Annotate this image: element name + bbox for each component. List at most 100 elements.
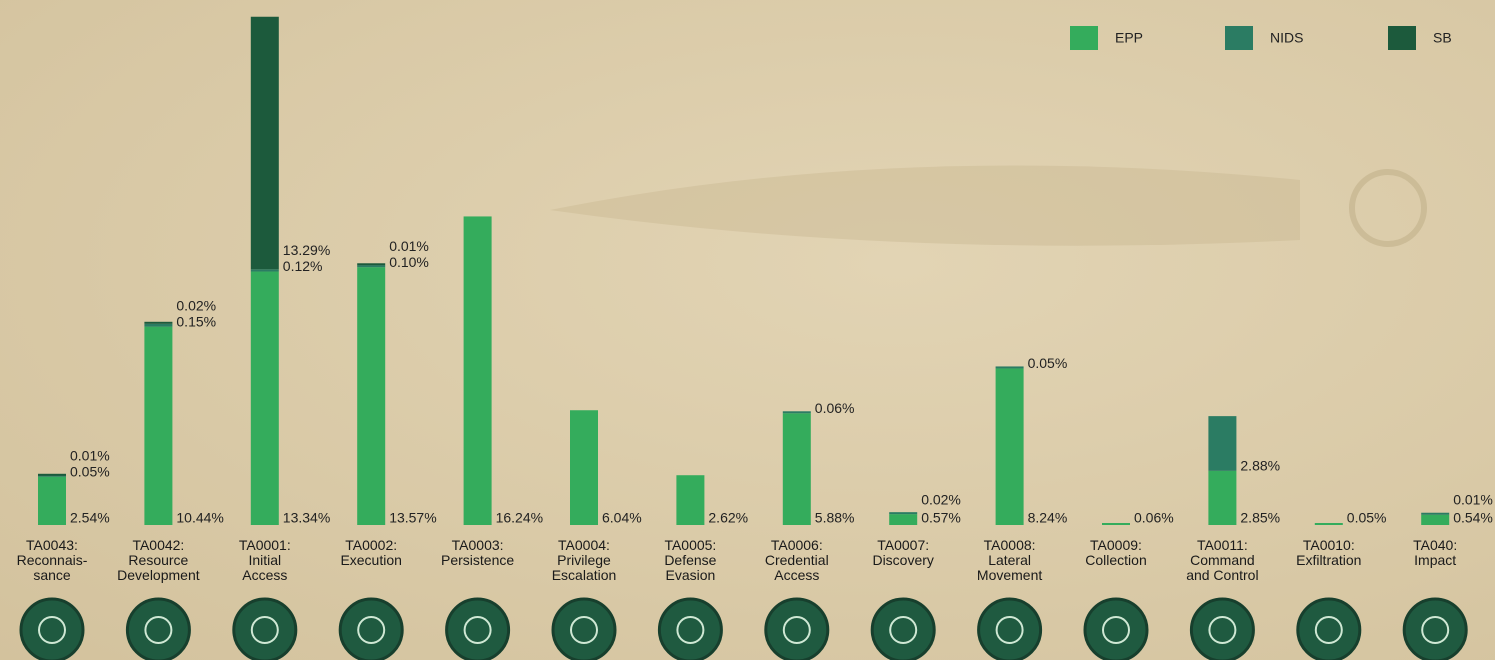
tactic-icon-inner	[1421, 616, 1450, 644]
bar-segment	[1208, 470, 1237, 525]
bar-segment	[1102, 523, 1130, 525]
tactic-icon	[1296, 597, 1362, 660]
value-label: 0.01%	[389, 238, 429, 254]
category-label: TA0001: Initial Access	[238, 537, 291, 583]
tactic-icon-inner	[995, 616, 1024, 644]
bar-segment	[782, 413, 811, 525]
tactic-icon	[551, 597, 617, 660]
value-label: 0.02%	[176, 297, 216, 313]
tactic-icon-inner	[250, 616, 279, 644]
tactic-icon	[764, 597, 830, 660]
category-label: TA0002: Execution	[340, 537, 402, 568]
legend-label: NIDS	[1270, 30, 1303, 46]
dagger-decoration	[550, 165, 1300, 246]
value-label: 8.24%	[1028, 510, 1068, 526]
bar-segment	[782, 411, 811, 414]
value-label: 2.88%	[1240, 458, 1280, 474]
bar-segment	[1314, 523, 1343, 525]
tactic-icon-inner	[889, 616, 918, 644]
value-label: 2.62%	[708, 510, 748, 526]
value-label: 13.34%	[283, 510, 330, 526]
tactic-icon	[19, 597, 85, 660]
tactic-icon-inner	[463, 616, 492, 644]
tactic-icon	[338, 597, 404, 660]
value-label: 0.05%	[1028, 355, 1068, 371]
value-label: 0.01%	[70, 447, 110, 463]
tactic-icon	[1083, 597, 1149, 660]
bar-segment	[1208, 416, 1237, 471]
value-label: 0.06%	[1134, 510, 1174, 526]
value-label: 2.54%	[70, 510, 110, 526]
value-label: 13.57%	[389, 510, 436, 526]
category-label: TA0042: Resource Development	[117, 537, 200, 583]
value-label: 13.29%	[283, 242, 330, 258]
tactic-icon	[1189, 597, 1255, 660]
value-label: 0.01%	[1453, 492, 1493, 508]
tactic-icon-inner	[357, 616, 386, 644]
category-label: TA0003: Persistence	[441, 537, 515, 568]
category-label: TA0005: Defense Evasion	[664, 537, 717, 583]
value-label: 0.15%	[176, 313, 216, 329]
tactic-icon-inner	[1208, 616, 1237, 644]
value-label: 0.02%	[921, 492, 961, 508]
value-label: 0.10%	[389, 254, 429, 270]
bar-segment	[1421, 512, 1450, 515]
bar-segment	[995, 368, 1024, 525]
bar-segment	[357, 263, 386, 266]
value-label: 16.24%	[496, 510, 543, 526]
category-label: TA0008: Lateral Movement	[976, 537, 1043, 583]
value-label: 0.05%	[70, 463, 110, 479]
bar-segment	[463, 216, 492, 525]
bar-segment	[676, 475, 705, 525]
bar-segment	[144, 321, 173, 324]
category-label: TA0043: Reconnais- sance	[16, 537, 88, 583]
legend-swatch	[1225, 26, 1253, 50]
bar-segment	[38, 476, 66, 525]
tactic-icon-inner	[676, 616, 705, 644]
bar-segment	[357, 267, 386, 525]
value-label: 0.54%	[1453, 510, 1493, 526]
category-label: TA0010: Exfiltration	[1296, 537, 1362, 568]
tactic-icon	[445, 597, 511, 660]
tactic-icon	[232, 597, 298, 660]
tactic-icon	[125, 597, 191, 660]
tactic-icon-inner	[782, 616, 811, 644]
tactic-icon	[657, 597, 723, 660]
tactic-icon-inner	[1102, 616, 1130, 644]
legend-swatch	[1070, 26, 1098, 50]
tactic-icon-inner	[1314, 616, 1343, 644]
value-label: 2.85%	[1240, 510, 1280, 526]
bar-segment	[250, 16, 279, 270]
tactic-icon-inner	[144, 616, 173, 644]
tactic-icon	[870, 597, 936, 660]
bar-segment	[889, 514, 918, 525]
tactic-icon-inner	[38, 616, 66, 644]
tactic-icon-inner	[570, 616, 598, 644]
tactic-icon	[977, 597, 1043, 660]
value-label: 0.06%	[815, 400, 855, 416]
legend-label: SB	[1433, 30, 1452, 46]
bar-segment	[1421, 514, 1450, 525]
bar-segment	[38, 473, 66, 476]
bar-segment	[357, 265, 386, 268]
value-label: 0.05%	[1347, 510, 1387, 526]
value-label: 0.12%	[283, 258, 323, 274]
bar-segment	[144, 323, 173, 327]
value-label: 5.88%	[815, 510, 855, 526]
value-label: 10.44%	[176, 510, 223, 526]
legend-label: EPP	[1115, 30, 1143, 46]
category-label: TA0007: Discovery	[872, 537, 934, 568]
bar-segment	[144, 326, 173, 525]
category-label: TA0011: Command and Control	[1186, 537, 1259, 583]
tactic-icon	[1402, 597, 1468, 660]
bar-segment	[570, 410, 598, 525]
category-label: TA0006: Credential Access	[764, 537, 829, 583]
bar-segment	[250, 271, 279, 525]
dagger-pommel	[1349, 169, 1427, 247]
value-label: 6.04%	[602, 510, 642, 526]
value-label: 0.57%	[921, 510, 961, 526]
bar-segment	[250, 269, 279, 272]
category-label: TA0009: Collection	[1085, 537, 1147, 568]
